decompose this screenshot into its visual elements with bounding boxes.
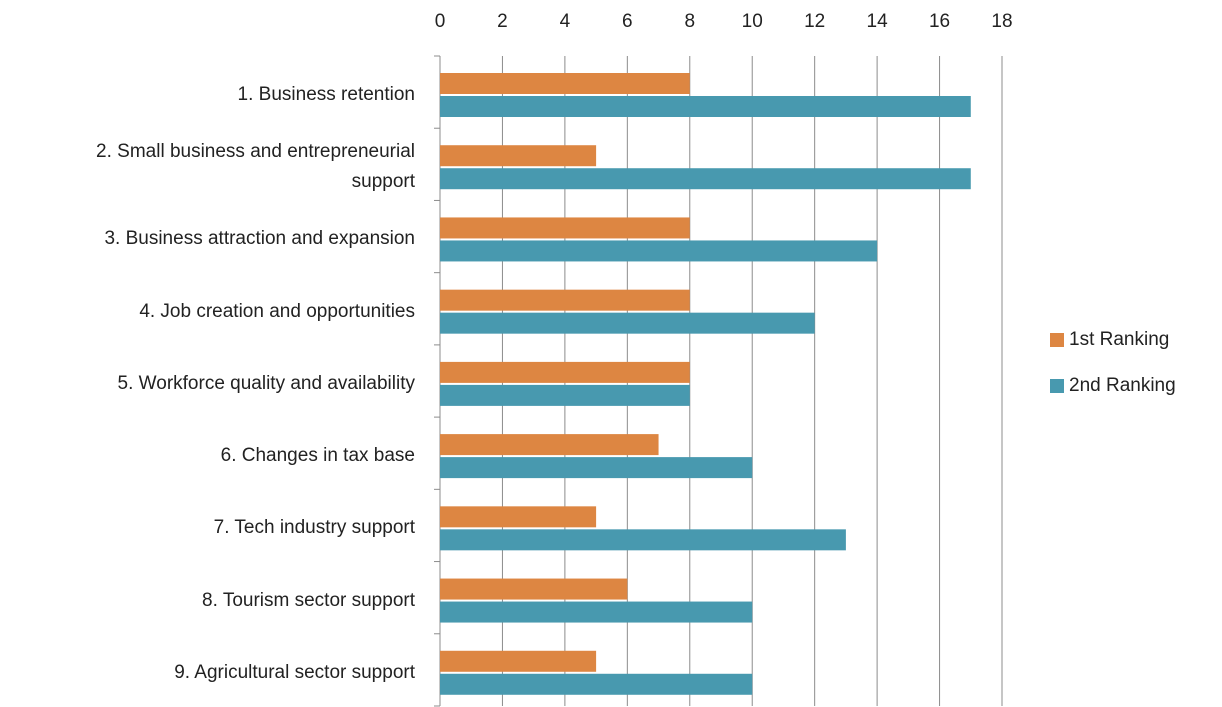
legend-label: 2nd Ranking bbox=[1069, 375, 1176, 396]
bar bbox=[440, 578, 628, 600]
y-tick-label: 7. Tech industry support bbox=[213, 517, 415, 539]
legend-swatch bbox=[1050, 333, 1064, 347]
bar bbox=[440, 289, 690, 311]
bar bbox=[440, 361, 690, 383]
bar bbox=[440, 601, 753, 623]
x-tick-label: 2 bbox=[497, 11, 508, 32]
x-tick-label: 12 bbox=[804, 11, 825, 32]
x-tick-label: 10 bbox=[742, 11, 763, 32]
legend-label: 1st Ranking bbox=[1069, 329, 1169, 350]
bar bbox=[440, 312, 815, 334]
y-tick-label: 6. Changes in tax base bbox=[220, 445, 415, 467]
x-tick-label: 18 bbox=[991, 11, 1012, 32]
bar bbox=[440, 457, 753, 479]
y-tick-label: 1. Business retention bbox=[237, 84, 415, 105]
y-tick-label: 4. Job creation and opportunities bbox=[139, 300, 415, 322]
bar bbox=[440, 96, 971, 117]
x-tick-label: 14 bbox=[867, 11, 889, 32]
bar bbox=[440, 529, 846, 551]
bar bbox=[440, 240, 878, 262]
bar bbox=[440, 434, 659, 456]
y-tick-label: 3. Business attraction and expansion bbox=[104, 228, 415, 250]
y-tick-label: 8. Tourism sector support bbox=[202, 589, 415, 611]
x-tick-label: 0 bbox=[435, 11, 446, 32]
bar bbox=[440, 217, 690, 239]
bar bbox=[440, 384, 690, 406]
legend-swatch bbox=[1050, 379, 1064, 393]
y-tick-label: 9. Agricultural sector support bbox=[174, 661, 415, 683]
bar bbox=[440, 145, 597, 167]
bar bbox=[440, 73, 690, 94]
x-tick-label: 4 bbox=[560, 11, 571, 32]
x-tick-label: 6 bbox=[622, 11, 633, 32]
bar bbox=[440, 506, 597, 528]
y-tick-label: 2. Small business and entrepreneurial su… bbox=[96, 141, 415, 193]
x-tick-label: 8 bbox=[684, 11, 695, 32]
x-tick-label: 16 bbox=[929, 11, 950, 32]
bar bbox=[440, 650, 597, 672]
y-tick-label: 5. Workforce quality and availability bbox=[117, 372, 415, 394]
bar bbox=[440, 168, 971, 190]
bar bbox=[440, 673, 753, 695]
